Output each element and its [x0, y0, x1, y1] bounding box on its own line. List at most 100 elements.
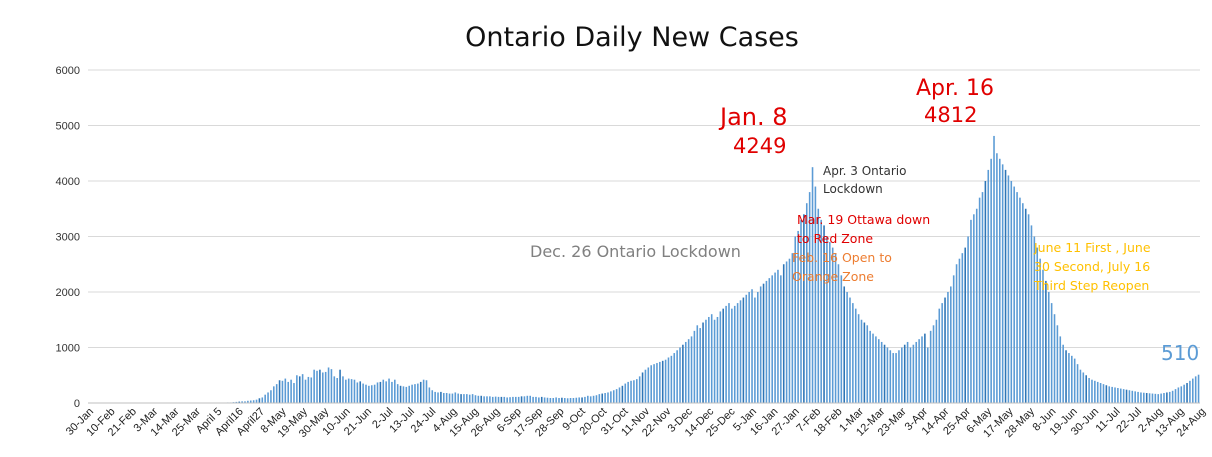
bar	[509, 397, 511, 403]
bar	[728, 303, 730, 403]
bar	[670, 355, 673, 403]
bar	[1111, 386, 1113, 403]
bar	[324, 371, 327, 403]
bar	[474, 395, 477, 403]
bar	[466, 394, 468, 403]
bar	[973, 214, 975, 403]
bar	[339, 369, 341, 403]
bar	[1071, 355, 1073, 403]
bar	[829, 242, 831, 403]
bar	[757, 292, 759, 403]
bar	[777, 269, 779, 403]
bar	[1079, 369, 1082, 403]
bar	[563, 398, 566, 403]
bar	[491, 396, 494, 403]
bar	[483, 396, 485, 403]
bar	[451, 393, 454, 403]
bar	[638, 376, 641, 403]
bar	[607, 392, 609, 403]
bar	[1166, 392, 1168, 403]
bar	[708, 316, 710, 403]
bar	[500, 396, 503, 403]
bar	[1128, 390, 1131, 403]
bar	[1056, 325, 1059, 403]
bar	[388, 378, 390, 403]
bar	[926, 347, 929, 403]
bar	[575, 397, 578, 403]
bar	[319, 369, 321, 403]
bar	[771, 275, 773, 403]
bar	[996, 153, 998, 403]
bar	[975, 208, 978, 403]
bar	[235, 401, 238, 403]
bar	[676, 350, 678, 403]
bar	[379, 381, 382, 403]
bar	[918, 339, 920, 403]
bar	[699, 328, 701, 403]
bar	[1119, 388, 1122, 403]
bar	[1145, 393, 1148, 403]
bar	[843, 286, 846, 403]
bar	[947, 292, 949, 403]
bar	[955, 264, 958, 403]
bar	[1068, 353, 1070, 403]
bar	[941, 303, 943, 403]
bar	[1010, 181, 1013, 403]
bar	[967, 236, 969, 403]
bar	[682, 344, 684, 403]
bar	[486, 396, 488, 403]
bar	[457, 393, 459, 403]
bar	[445, 393, 448, 403]
bar	[687, 339, 690, 403]
bar	[512, 396, 514, 403]
bar	[313, 369, 315, 403]
bar	[529, 395, 531, 403]
bar	[1157, 394, 1160, 403]
bar	[650, 365, 652, 403]
bar	[725, 305, 727, 404]
bar	[408, 385, 410, 403]
bar	[621, 385, 624, 403]
annotation: 30 Second, July 16	[1034, 259, 1150, 274]
bar	[664, 359, 667, 403]
bar	[875, 336, 877, 403]
bar	[742, 297, 745, 403]
bar	[448, 393, 451, 403]
bar	[307, 376, 310, 403]
bar	[656, 363, 658, 403]
bar	[425, 380, 428, 403]
bar	[1073, 358, 1076, 403]
bar	[258, 398, 261, 403]
bar	[270, 390, 272, 403]
bar	[895, 353, 897, 403]
bar	[736, 303, 739, 403]
bar	[924, 333, 926, 404]
bar	[765, 280, 768, 403]
bar	[394, 379, 396, 403]
bar	[520, 396, 523, 403]
bar	[886, 347, 889, 403]
bar	[1036, 247, 1039, 403]
bar	[463, 394, 465, 403]
bar	[592, 395, 595, 403]
bar	[950, 286, 952, 403]
bar	[275, 384, 278, 403]
bar	[803, 214, 805, 403]
bar	[797, 230, 799, 403]
bar	[863, 322, 866, 403]
bar	[811, 167, 814, 403]
bar	[782, 264, 785, 403]
bar	[327, 367, 330, 403]
bar	[762, 283, 765, 403]
bar	[1082, 372, 1085, 403]
bar	[601, 393, 604, 403]
bar	[540, 396, 543, 403]
bar	[310, 377, 313, 403]
bar	[814, 186, 817, 403]
bar	[1197, 374, 1200, 403]
annotation: Lockdown	[823, 182, 883, 196]
bar	[661, 360, 664, 403]
bar	[350, 379, 353, 403]
bar	[293, 383, 295, 403]
